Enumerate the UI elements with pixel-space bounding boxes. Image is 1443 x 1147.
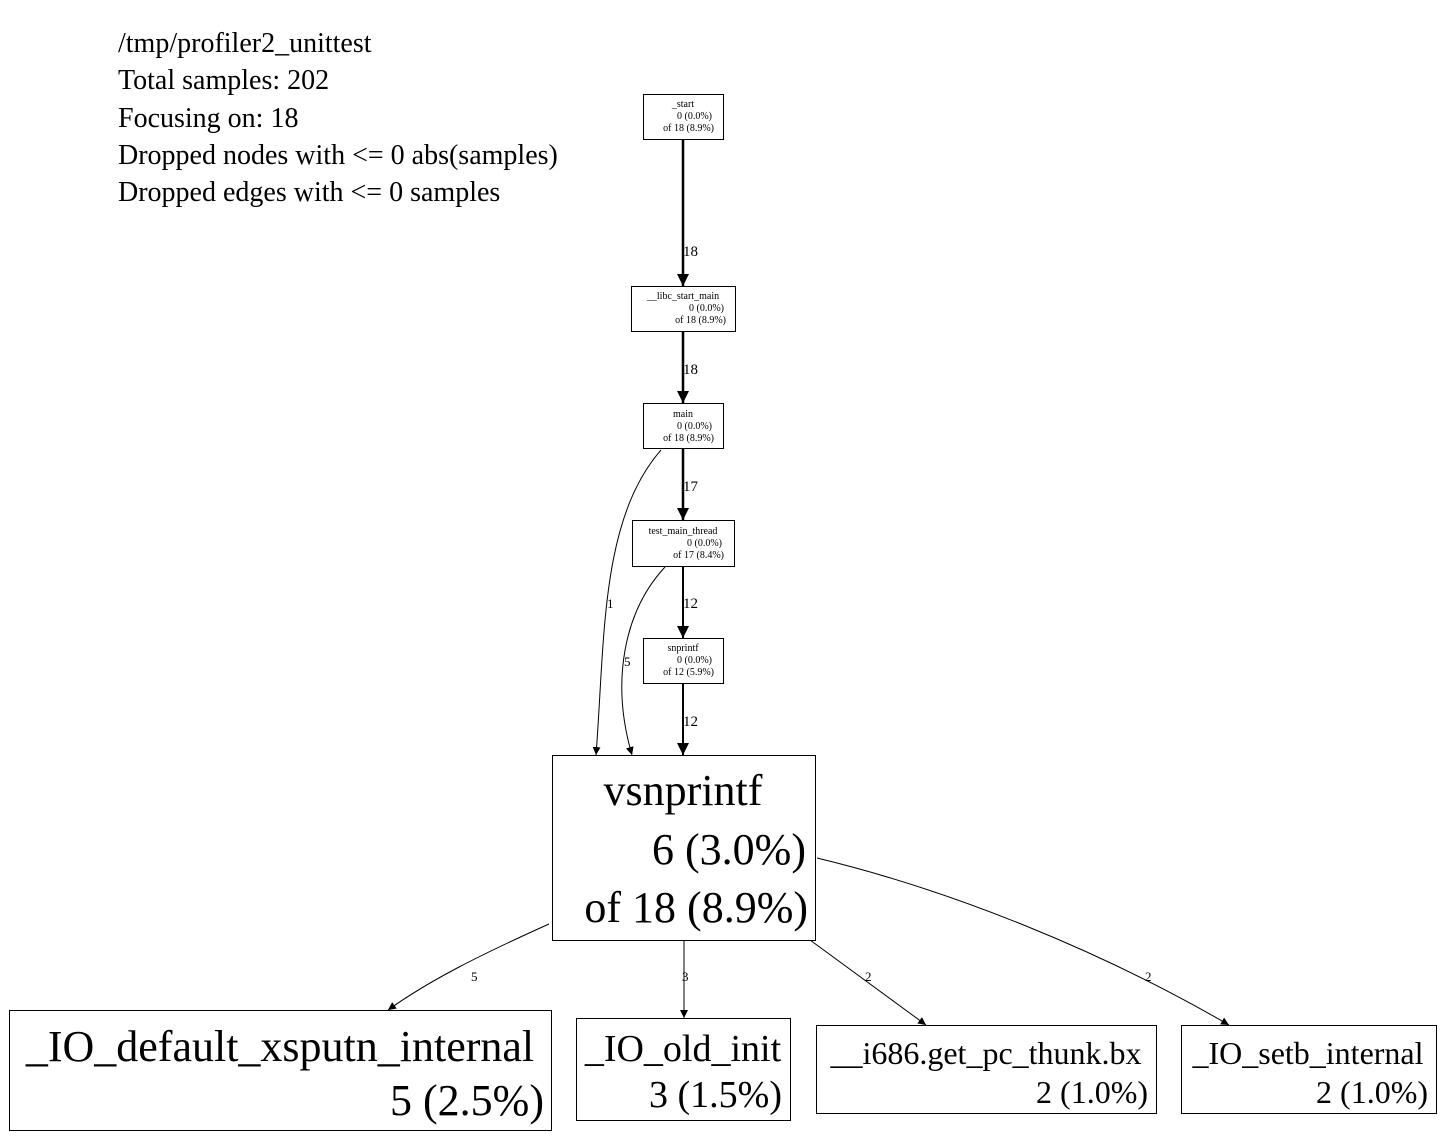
header-dropped-nodes: Dropped nodes with <= 0 abs(samples)	[118, 140, 558, 171]
edge-vsnprintf-setb: 2	[816, 857, 1230, 1026]
edge-label: 3	[682, 969, 689, 984]
node-flat: 0 (0.0%)	[687, 538, 722, 549]
edge-label: 18	[683, 244, 698, 260]
node-get-pc-thunk-bx[interactable]: __i686.get_pc_thunk.bx 2 (1.0%)	[816, 1025, 1157, 1114]
edge-vsnprintf-xsputn: 5	[387, 923, 550, 1011]
edge-start-libc: 18	[677, 139, 698, 286]
node-cum: of 18 (8.9%)	[584, 883, 808, 932]
edge-label: 17	[683, 479, 699, 495]
node-libc-start-main[interactable]: __libc_start_main 0 (0.0%) of 18 (8.9%)	[631, 286, 736, 332]
node-io-setb-internal[interactable]: _IO_setb_internal 2 (1.0%)	[1181, 1025, 1437, 1114]
header-focusing: Focusing on: 18	[118, 103, 298, 134]
edge-snprintf-vsnprintf: 12	[677, 683, 698, 755]
edge-main-vsnprintf: 1	[592, 449, 662, 756]
edge-test-snprintf: 12	[677, 566, 698, 638]
node-io-default-xsputn-internal[interactable]: _IO_default_xsputn_internal 5 (2.5%)	[9, 1010, 552, 1131]
node-flat: 6 (3.0%)	[652, 825, 806, 874]
node-flat: 3 (1.5%)	[649, 1074, 782, 1116]
node-cum: of 18 (8.9%)	[663, 123, 714, 134]
node-flat: 0 (0.0%)	[677, 111, 712, 122]
edge-libc-main: 18	[677, 331, 698, 403]
node-flat: 0 (0.0%)	[677, 421, 712, 432]
edge-label: 12	[683, 596, 698, 612]
node-name: _IO_default_xsputn_internal	[25, 1022, 534, 1071]
node-name: vsnprintf	[604, 766, 763, 815]
node-test-main-thread[interactable]: test_main_thread 0 (0.0%) of 17 (8.4%)	[632, 520, 735, 567]
node-cum: of 18 (8.9%)	[663, 433, 714, 444]
node-flat: 0 (0.0%)	[689, 303, 724, 314]
edge-test-vsnprintf: 5	[621, 566, 666, 756]
node-cum: of 12 (5.9%)	[663, 667, 714, 678]
node-cum: of 18 (8.9%)	[675, 315, 726, 326]
node-name: _IO_setb_internal	[1191, 1035, 1423, 1071]
node-flat: 2 (1.0%)	[1036, 1074, 1148, 1110]
edge-label: 18	[683, 362, 698, 378]
edge-vsnprintf-old-init: 3	[680, 940, 689, 1018]
node-name: _IO_old_init	[584, 1028, 782, 1070]
node-flat: 2 (1.0%)	[1316, 1074, 1428, 1110]
edge-label: 12	[683, 714, 698, 730]
node-io-old-init[interactable]: _IO_old_init 3 (1.5%)	[576, 1018, 791, 1121]
node-snprintf[interactable]: snprintf 0 (0.0%) of 12 (5.9%)	[643, 638, 724, 684]
node-name: __i686.get_pc_thunk.bx	[829, 1035, 1141, 1071]
node-name: test_main_thread	[649, 526, 718, 537]
node-start[interactable]: _start 0 (0.0%) of 18 (8.9%)	[643, 94, 724, 140]
edge-label: 1	[607, 596, 614, 611]
node-name: __libc_start_main	[646, 291, 719, 302]
edge-label: 2	[1145, 969, 1152, 984]
edge-main-test: 17	[677, 448, 699, 520]
header-dropped-edges: Dropped edges with <= 0 samples	[118, 177, 500, 208]
node-vsnprintf[interactable]: vsnprintf 6 (3.0%) of 18 (8.9%)	[552, 755, 816, 941]
node-main[interactable]: main 0 (0.0%) of 18 (8.9%)	[643, 403, 724, 449]
node-cum: of 17 (8.4%)	[673, 550, 724, 561]
graph-header: /tmp/profiler2_unittest Total samples: 2…	[118, 28, 558, 208]
node-name: main	[673, 409, 693, 420]
node-flat: 5 (2.5%)	[390, 1076, 544, 1125]
edge-vsnprintf-thunk: 2	[809, 939, 927, 1026]
header-total-samples: Total samples: 202	[118, 65, 329, 96]
node-name: snprintf	[667, 643, 699, 654]
edge-label: 2	[865, 969, 872, 984]
edge-label: 5	[471, 969, 478, 984]
edge-label: 5	[624, 654, 631, 669]
header-file: /tmp/profiler2_unittest	[118, 28, 372, 59]
node-flat: 0 (0.0%)	[677, 655, 712, 666]
node-name: _start	[671, 99, 694, 110]
